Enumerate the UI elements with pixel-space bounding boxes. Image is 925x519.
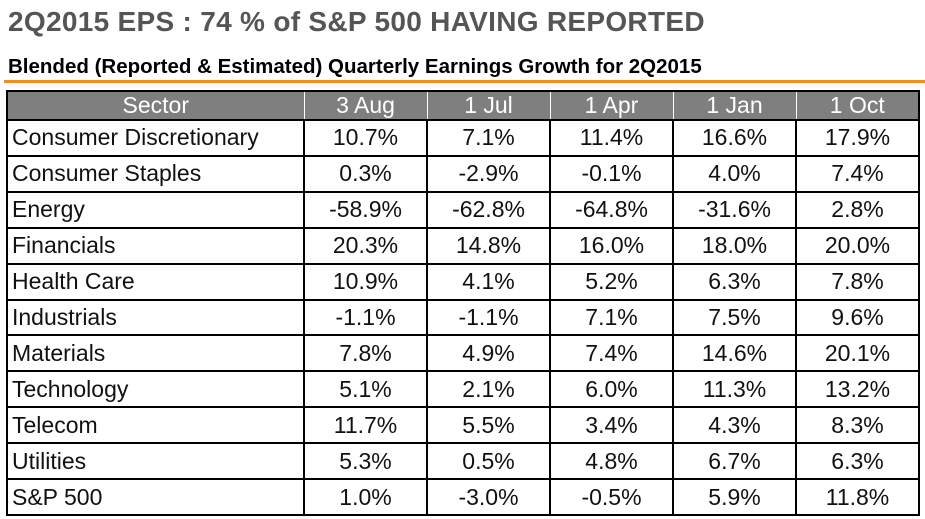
growth-value-cell: 20.0% (795, 226, 920, 265)
sector-name-cell: Financials (6, 226, 305, 265)
table-body: Consumer Discretionary 10.7% 7.1% 11.4% 16.6… (6, 119, 920, 516)
table-row: Telecom 11.7% 5.5% 3.4% 4.3% 8.3% (6, 406, 920, 445)
earnings-growth-table-container: Sector 3 Aug 1 Jul 1 Apr 1 Jan 1 Oct Consumer… (6, 90, 920, 516)
sector-name-cell: Health Care (6, 262, 305, 301)
column-header-1-jul: 1 Jul (426, 90, 551, 121)
growth-value-cell: 11.8% (795, 478, 920, 516)
growth-value-cell: 7.8% (795, 262, 920, 301)
growth-value-cell: 5.2% (549, 262, 674, 301)
sector-name-cell: Telecom (6, 406, 305, 445)
growth-value-cell: -31.6% (672, 190, 797, 229)
table-row: Materials 7.8% 4.9% 7.4% 14.6% 20.1% (6, 334, 920, 373)
growth-value-cell: 16.6% (672, 119, 797, 157)
growth-value-cell: 11.3% (672, 370, 797, 409)
growth-value-cell: 2.8% (795, 190, 920, 229)
table-row: Consumer Discretionary 10.7% 7.1% 11.4% 16.6… (6, 119, 920, 157)
table-row: Technology 5.1% 2.1% 6.0% 11.3% 13.2% (6, 370, 920, 409)
earnings-growth-table: Sector 3 Aug 1 Jul 1 Apr 1 Jan 1 Oct Consumer… (6, 90, 920, 516)
growth-value-cell: 10.7% (303, 119, 428, 157)
growth-value-cell: 5.1% (303, 370, 428, 409)
growth-value-cell: 11.7% (303, 406, 428, 445)
growth-value-cell: 0.5% (426, 442, 551, 481)
sector-name-cell: Consumer Discretionary (6, 119, 305, 157)
growth-value-cell: 7.1% (549, 298, 674, 337)
growth-value-cell: 7.1% (426, 119, 551, 157)
table-row: Energy -58.9% -62.8% -64.8% -31.6% 2.8% (6, 190, 920, 229)
growth-value-cell: 4.3% (672, 406, 797, 445)
growth-value-cell: 11.4% (549, 119, 674, 157)
growth-value-cell: 7.8% (303, 334, 428, 373)
column-header-sector: Sector (6, 90, 305, 121)
growth-value-cell: -64.8% (549, 190, 674, 229)
growth-value-cell: -1.1% (303, 298, 428, 337)
table-row: Financials 20.3% 14.8% 16.0% 18.0% 20.0% (6, 226, 920, 265)
sector-name-cell: Industrials (6, 298, 305, 337)
growth-value-cell: -58.9% (303, 190, 428, 229)
growth-value-cell: 6.3% (672, 262, 797, 301)
growth-value-cell: 7.4% (795, 154, 920, 193)
growth-value-cell: 16.0% (549, 226, 674, 265)
growth-value-cell: 4.9% (426, 334, 551, 373)
column-header-3-aug: 3 Aug (303, 90, 428, 121)
growth-value-cell: 5.9% (672, 478, 797, 516)
growth-value-cell: 6.7% (672, 442, 797, 481)
table-header: Sector 3 Aug 1 Jul 1 Apr 1 Jan 1 Oct (6, 90, 920, 121)
growth-value-cell: 9.6% (795, 298, 920, 337)
growth-value-cell: 7.4% (549, 334, 674, 373)
growth-value-cell: 8.3% (795, 406, 920, 445)
growth-value-cell: 17.9% (795, 119, 920, 157)
growth-value-cell: 20.1% (795, 334, 920, 373)
column-header-1-jan: 1 Jan (672, 90, 797, 121)
growth-value-cell: -0.1% (549, 154, 674, 193)
growth-value-cell: 14.8% (426, 226, 551, 265)
growth-value-cell: -0.5% (549, 478, 674, 516)
sector-name-cell: Consumer Staples (6, 154, 305, 193)
page-title: 2Q2015 EPS : 74 % of S&P 500 HAVING REPO… (8, 6, 705, 37)
growth-value-cell: -3.0% (426, 478, 551, 516)
table-row: Industrials -1.1% -1.1% 7.1% 7.5% 9.6% (6, 298, 920, 337)
column-header-1-apr: 1 Apr (549, 90, 674, 121)
growth-value-cell: 18.0% (672, 226, 797, 265)
growth-value-cell: 20.3% (303, 226, 428, 265)
growth-value-cell: -1.1% (426, 298, 551, 337)
growth-value-cell: 10.9% (303, 262, 428, 301)
growth-value-cell: 4.8% (549, 442, 674, 481)
growth-value-cell: 2.1% (426, 370, 551, 409)
growth-value-cell: 7.5% (672, 298, 797, 337)
sector-name-cell: Materials (6, 334, 305, 373)
growth-value-cell: 13.2% (795, 370, 920, 409)
sector-name-cell: S&P 500 (6, 478, 305, 516)
growth-value-cell: 6.0% (549, 370, 674, 409)
growth-value-cell: 14.6% (672, 334, 797, 373)
table-row: Consumer Staples 0.3% -2.9% -0.1% 4.0% 7.4% (6, 154, 920, 193)
growth-value-cell: -62.8% (426, 190, 551, 229)
growth-value-cell: 1.0% (303, 478, 428, 516)
column-header-1-oct: 1 Oct (795, 90, 920, 121)
table-row: Utilities 5.3% 0.5% 4.8% 6.7% 6.3% (6, 442, 920, 481)
growth-value-cell: 4.1% (426, 262, 551, 301)
growth-value-cell: 5.5% (426, 406, 551, 445)
sector-name-cell: Utilities (6, 442, 305, 481)
growth-value-cell: 4.0% (672, 154, 797, 193)
table-row: Health Care 10.9% 4.1% 5.2% 6.3% 7.8% (6, 262, 920, 301)
accent-divider (4, 80, 925, 83)
table-row: S&P 500 1.0% -3.0% -0.5% 5.9% 11.8% (6, 478, 920, 516)
header-row: Sector 3 Aug 1 Jul 1 Apr 1 Jan 1 Oct (6, 90, 920, 121)
sector-name-cell: Technology (6, 370, 305, 409)
sector-name-cell: Energy (6, 190, 305, 229)
growth-value-cell: 0.3% (303, 154, 428, 193)
growth-value-cell: 3.4% (549, 406, 674, 445)
growth-value-cell: 5.3% (303, 442, 428, 481)
table-subtitle: Blended (Reported & Estimated) Quarterly… (8, 55, 702, 78)
growth-value-cell: -2.9% (426, 154, 551, 193)
growth-value-cell: 6.3% (795, 442, 920, 481)
